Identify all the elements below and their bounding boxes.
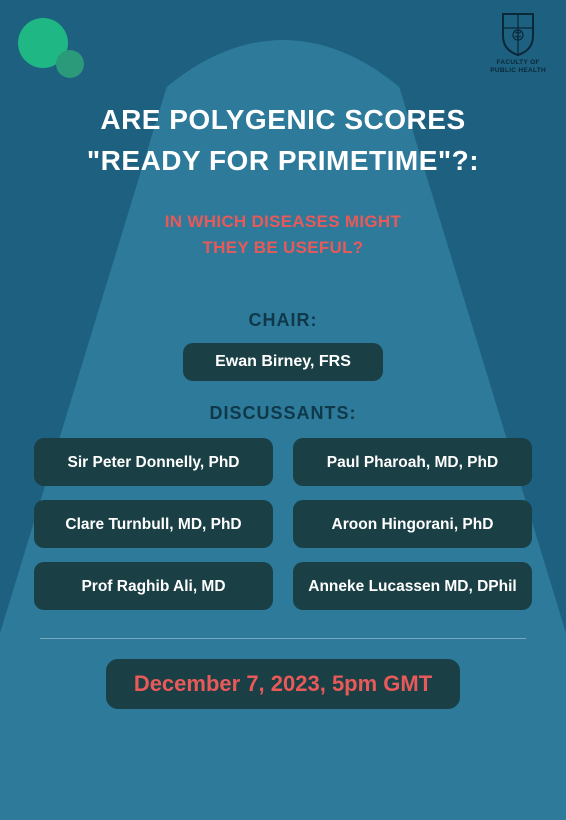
chair-name-pill: Ewan Birney, FRS xyxy=(183,343,383,381)
discussant-pill: Paul Pharoah, MD, PhD xyxy=(293,438,532,486)
discussants-grid: Sir Peter Donnelly, PhD Paul Pharoah, MD… xyxy=(0,438,566,610)
chair-label: CHAIR: xyxy=(0,310,566,331)
subtitle: IN WHICH DISEASES MIGHT THEY BE USEFUL? xyxy=(0,209,566,260)
subtitle-line-2: THEY BE USEFUL? xyxy=(60,235,506,261)
title-line-2: "READY FOR PRIMETIME"?: xyxy=(30,141,536,182)
subtitle-line-1: IN WHICH DISEASES MIGHT xyxy=(60,209,506,235)
event-date-pill: December 7, 2023, 5pm GMT xyxy=(106,659,460,709)
discussant-pill: Sir Peter Donnelly, PhD xyxy=(34,438,273,486)
content: ARE POLYGENIC SCORES "READY FOR PRIMETIM… xyxy=(0,0,566,709)
date-wrap: December 7, 2023, 5pm GMT xyxy=(0,659,566,709)
divider xyxy=(40,638,526,639)
main-title: ARE POLYGENIC SCORES "READY FOR PRIMETIM… xyxy=(0,100,566,181)
discussant-pill: Aroon Hingorani, PhD xyxy=(293,500,532,548)
discussants-label: DISCUSSANTS: xyxy=(0,403,566,424)
discussant-pill: Clare Turnbull, MD, PhD xyxy=(34,500,273,548)
discussant-pill: Anneke Lucassen MD, DPhil xyxy=(293,562,532,610)
title-line-1: ARE POLYGENIC SCORES xyxy=(30,100,536,141)
discussant-pill: Prof Raghib Ali, MD xyxy=(34,562,273,610)
